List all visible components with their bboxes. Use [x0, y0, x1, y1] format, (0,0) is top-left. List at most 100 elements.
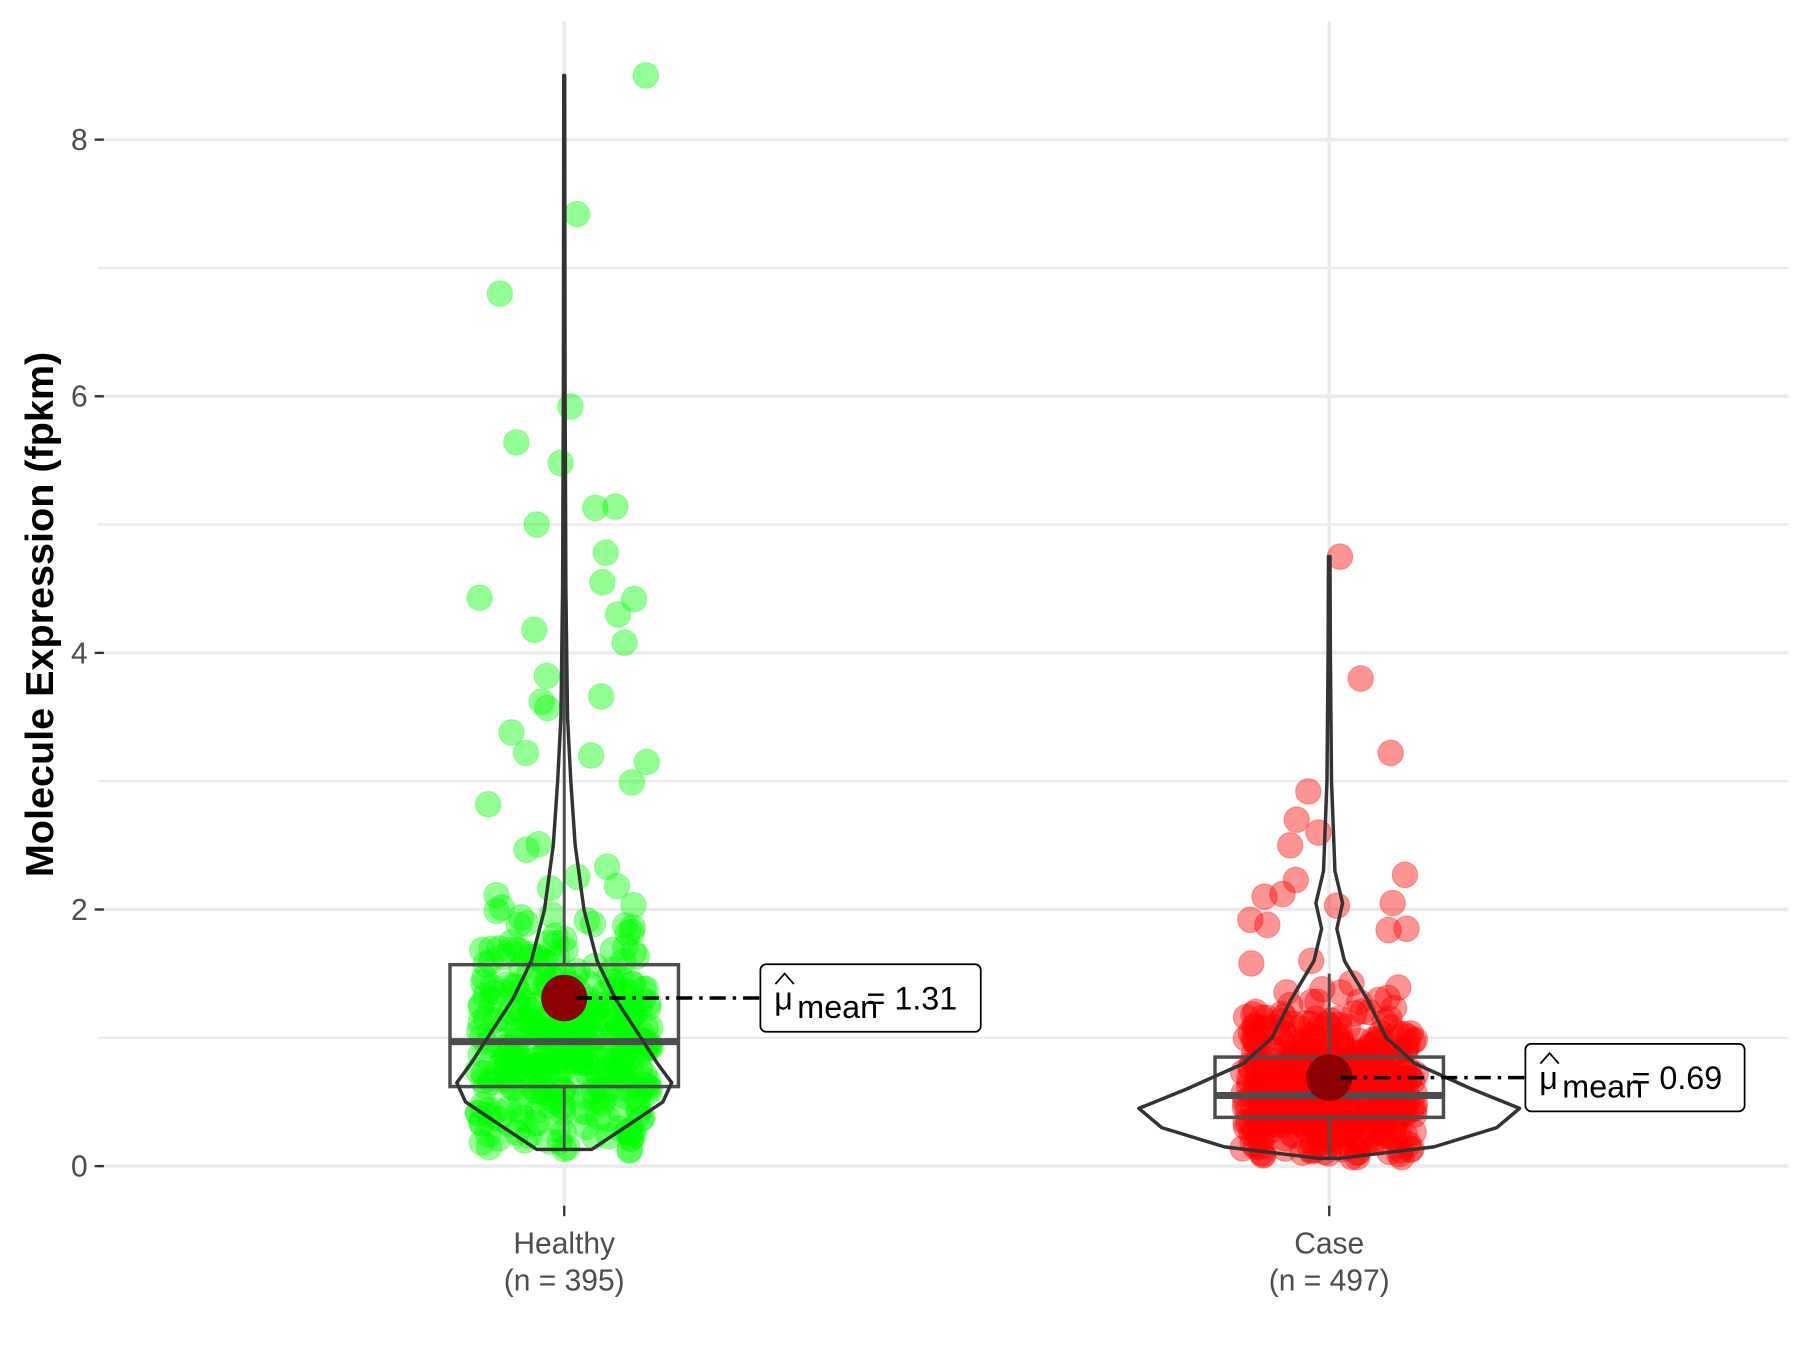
- data-point: [593, 853, 621, 881]
- data-point: [524, 1096, 552, 1124]
- data-point: [1239, 1026, 1267, 1053]
- data-point: [1306, 1013, 1334, 1041]
- data-point: [486, 280, 514, 308]
- data-point: [579, 1077, 607, 1105]
- data-point: [1237, 1019, 1264, 1046]
- data-point: [1341, 999, 1368, 1027]
- data-point: [1377, 1060, 1404, 1088]
- hat-icon: [774, 972, 795, 985]
- data-point: [516, 1047, 544, 1074]
- data-point: [610, 1064, 637, 1092]
- data-point: [474, 790, 502, 818]
- data-point: [626, 995, 653, 1023]
- data-point: [1326, 1011, 1353, 1039]
- data-point: [469, 969, 497, 997]
- data-point: [603, 872, 631, 900]
- data-point: [1240, 1001, 1267, 1028]
- data-point: [1357, 1099, 1384, 1127]
- data-point: [1242, 998, 1269, 1026]
- data-point: [1331, 1112, 1359, 1140]
- violin: [455, 73, 674, 1152]
- data-point: [478, 935, 505, 963]
- data-point: [1343, 1039, 1371, 1066]
- data-point: [525, 1053, 552, 1080]
- data-point: [618, 1052, 645, 1080]
- data-point: [612, 1083, 639, 1111]
- data-point: [1232, 1003, 1260, 1031]
- axes: 0 2 4 6 8 Healthy (n = 395) Case (n = 497): [71, 124, 1390, 1298]
- data-point: [1291, 1112, 1318, 1140]
- data-point: [609, 1053, 636, 1081]
- data-point: [486, 1105, 513, 1133]
- data-point: [613, 994, 640, 1021]
- data-point: [1347, 1039, 1375, 1067]
- data-point: [577, 742, 605, 769]
- y-tick-label: 6: [71, 381, 88, 414]
- marks: μ mean= 1.31μ mean= 0.69: [448, 62, 1746, 1171]
- data-point: [625, 1099, 652, 1127]
- data-point: [1343, 1107, 1370, 1135]
- data-point: [1299, 1025, 1327, 1052]
- data-point: [493, 1051, 521, 1078]
- data-point: [495, 1095, 522, 1123]
- data-point: [1313, 1010, 1341, 1038]
- data-point: [530, 1084, 557, 1112]
- data-point: [467, 991, 495, 1019]
- data-point: [611, 1075, 639, 1103]
- data-point: [584, 995, 612, 1023]
- data-point: [478, 973, 506, 1001]
- data-point: [503, 429, 530, 456]
- data-point: [497, 998, 524, 1025]
- mean-label-value: = 1.31: [867, 981, 958, 1017]
- data-point: [1367, 1100, 1395, 1128]
- data-point: [1361, 1106, 1388, 1134]
- data-point: [1244, 1062, 1271, 1090]
- data-point: [1399, 1027, 1427, 1055]
- data-point: [1390, 1020, 1418, 1048]
- data-point: [1232, 1025, 1260, 1052]
- data-point: [607, 1047, 634, 1075]
- data-point: [1391, 1121, 1419, 1149]
- data-point: [1325, 1005, 1353, 1032]
- data-point: [507, 903, 535, 931]
- data-point: [1307, 1123, 1335, 1151]
- data-point: [510, 1053, 537, 1080]
- data-point: [613, 1047, 640, 1075]
- data-point: [611, 912, 639, 939]
- data-point: [1240, 1047, 1267, 1074]
- data-point: [570, 1010, 597, 1038]
- data-point: [626, 1056, 654, 1083]
- data-point: [616, 1137, 643, 1164]
- data-point: [1237, 906, 1264, 934]
- data-point: [1328, 1028, 1355, 1056]
- data-point: [1383, 1107, 1410, 1135]
- data-point: [526, 1052, 554, 1080]
- data-point: [1306, 1129, 1334, 1157]
- data-point: [1374, 984, 1402, 1012]
- data-point: [1354, 1052, 1382, 1079]
- data-point: [621, 990, 648, 1018]
- data-point: [1350, 1131, 1378, 1158]
- data-point: [618, 970, 646, 998]
- y-tick-label: 4: [71, 637, 88, 670]
- data-point: [517, 997, 545, 1024]
- data-point: [627, 1077, 654, 1105]
- data-point: [1323, 892, 1351, 920]
- data-point: [1375, 916, 1402, 944]
- data-point: [540, 1082, 567, 1110]
- data-point: [614, 919, 642, 947]
- data-point: [1339, 1112, 1367, 1140]
- data-point: [1385, 974, 1412, 1001]
- data-point: [1305, 1114, 1332, 1142]
- data-point: [472, 982, 499, 1010]
- data-point: [542, 929, 570, 957]
- data-point: [589, 568, 616, 596]
- data-point: [591, 1008, 618, 1036]
- data-point: [1314, 1106, 1341, 1134]
- data-point: [1285, 1101, 1312, 1129]
- x-tick-label: Healthy: [513, 1227, 615, 1260]
- data-point: [542, 922, 569, 949]
- data-point: [611, 934, 639, 961]
- data-point: [544, 1051, 571, 1078]
- data-point: [488, 1049, 515, 1077]
